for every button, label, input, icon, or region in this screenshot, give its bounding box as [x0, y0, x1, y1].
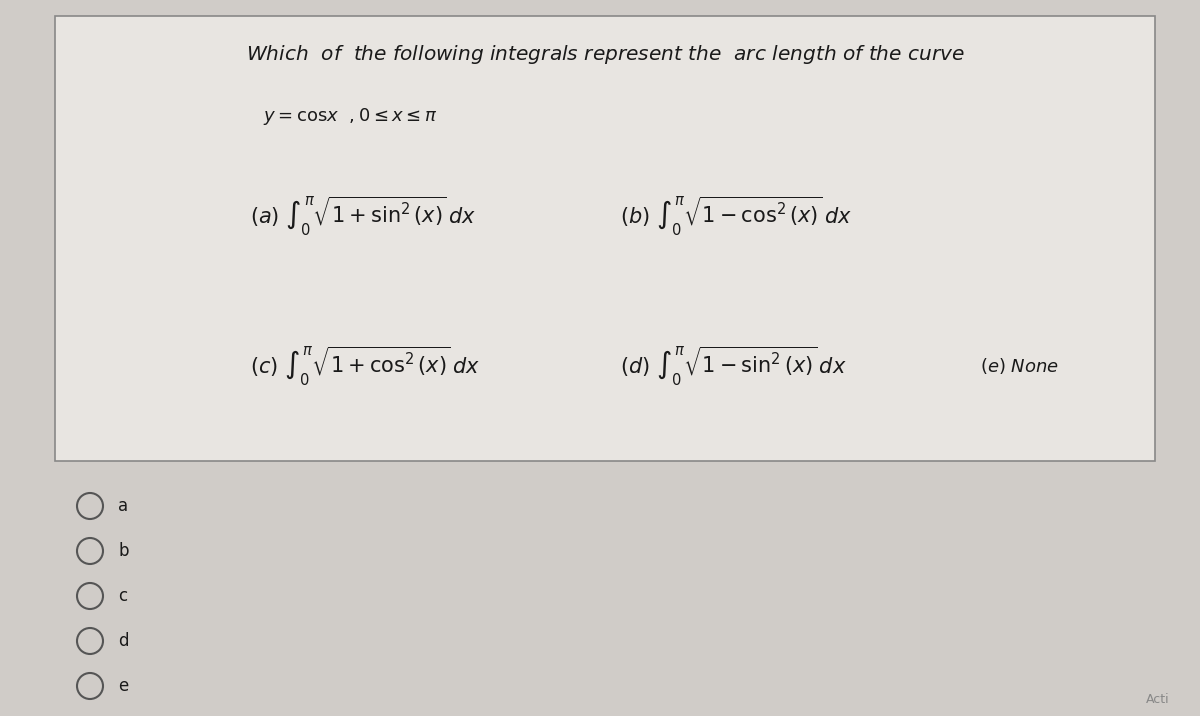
- Text: $(c)\ \int_0^{\pi} \sqrt{1+\cos^2(x)}\, dx$: $(c)\ \int_0^{\pi} \sqrt{1+\cos^2(x)}\, …: [250, 344, 480, 387]
- Text: a: a: [118, 497, 128, 515]
- Text: d: d: [118, 632, 128, 650]
- Text: $(d)\ \int_0^{\pi} \sqrt{1-\sin^2(x)}\, dx$: $(d)\ \int_0^{\pi} \sqrt{1-\sin^2(x)}\, …: [620, 344, 847, 387]
- Text: $(a)\ \int_0^{\pi} \sqrt{1+\sin^2(x)}\, dx$: $(a)\ \int_0^{\pi} \sqrt{1+\sin^2(x)}\, …: [250, 195, 476, 238]
- Text: $(e)\ None$: $(e)\ None$: [980, 356, 1060, 376]
- Text: b: b: [118, 542, 128, 560]
- Text: $\mathit{Which}$  $\mathit{of}$  $\mathit{the}$ $\mathit{following}$ $\mathit{in: $\mathit{Which}$ $\mathit{of}$ $\mathit{…: [246, 42, 965, 65]
- Text: Acti: Acti: [1146, 693, 1170, 706]
- Text: $y = \mathrm{cos}x\ \ ,0 \leq x \leq \pi$: $y = \mathrm{cos}x\ \ ,0 \leq x \leq \pi…: [263, 105, 437, 127]
- Text: $(b)\ \int_0^{\pi} \sqrt{1-\cos^2(x)}\, dx$: $(b)\ \int_0^{\pi} \sqrt{1-\cos^2(x)}\, …: [620, 195, 852, 238]
- Text: c: c: [118, 587, 127, 605]
- Text: e: e: [118, 677, 128, 695]
- FancyBboxPatch shape: [55, 16, 1154, 461]
